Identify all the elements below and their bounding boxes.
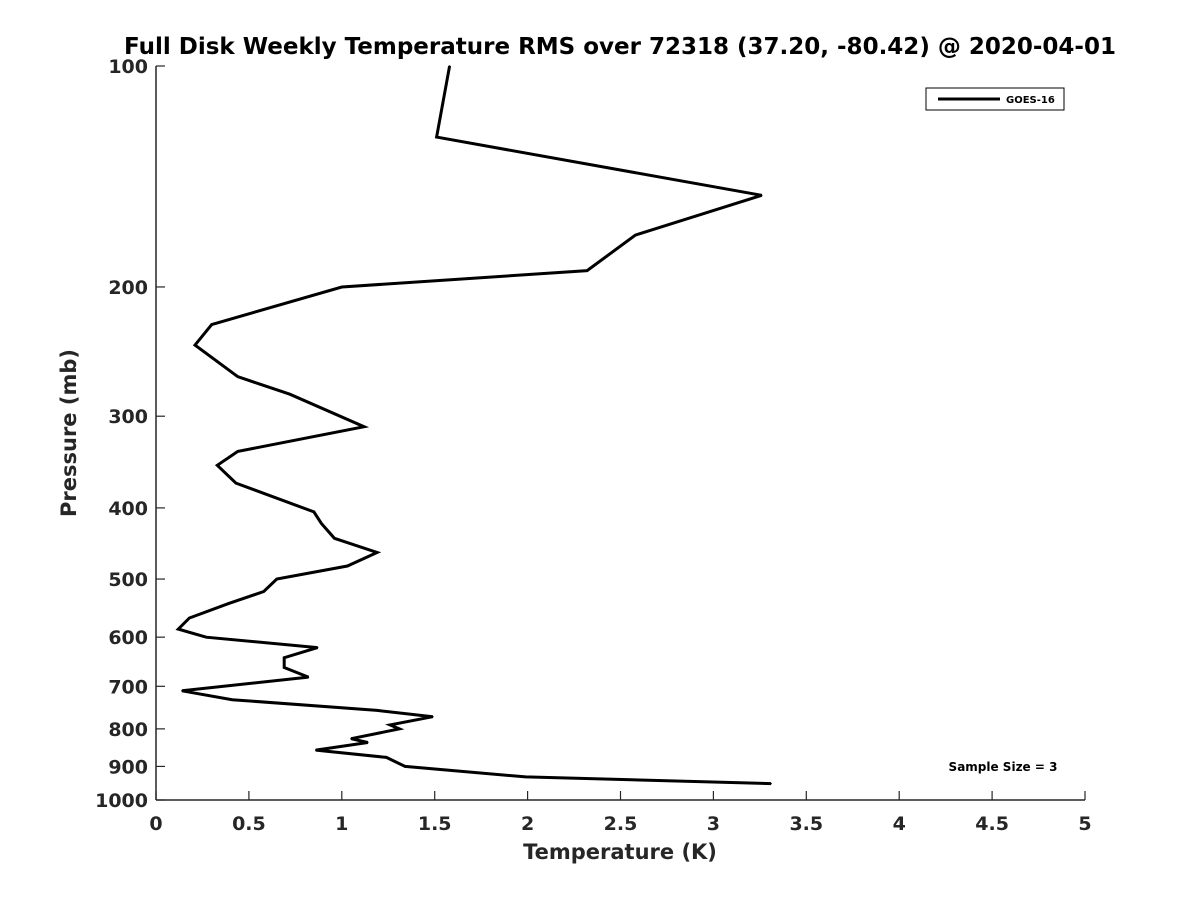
- series-points: [177, 65, 772, 785]
- data-point: [237, 450, 239, 453]
- data-point: [283, 666, 286, 669]
- data-point: [385, 756, 388, 759]
- data-point: [320, 522, 323, 525]
- data-point: [231, 698, 233, 701]
- y-tick-label: 600: [108, 627, 148, 649]
- data-point: [435, 136, 438, 138]
- data-point: [316, 646, 319, 649]
- data-point: [177, 628, 180, 630]
- data-point: [289, 393, 291, 396]
- data-point: [760, 194, 763, 197]
- data-point: [341, 286, 343, 288]
- data-point: [333, 537, 336, 540]
- data-point: [205, 636, 207, 638]
- data-point: [367, 741, 369, 744]
- x-tick-label: 1: [335, 813, 348, 835]
- y-tick-label: 900: [108, 756, 148, 778]
- x-tick-label: 2.5: [604, 813, 638, 835]
- x-tick-label: 0: [149, 813, 162, 835]
- data-point: [398, 728, 401, 730]
- data-point: [448, 65, 451, 67]
- x-tick-label: 4: [893, 813, 906, 835]
- x-tick-label: 5: [1078, 813, 1091, 835]
- y-tick-label: 500: [108, 569, 148, 591]
- y-tick-label: 700: [108, 676, 148, 698]
- y-tick-label: 1000: [95, 790, 148, 812]
- x-tick-label: 3: [707, 813, 720, 835]
- data-point: [586, 269, 588, 272]
- y-tick-labels: 100 200 300 400 500 600 700 800 900 1000: [95, 56, 148, 812]
- series-line-goes-16: [175, 65, 772, 786]
- x-tick-label: 4.5: [975, 813, 1009, 835]
- x-tick-label: 0.5: [232, 813, 266, 835]
- data-point: [227, 602, 230, 605]
- y-tick-label: 200: [108, 277, 148, 299]
- data-point: [181, 690, 183, 692]
- axes: [155, 65, 1086, 801]
- x-tick-labels: 0 0.5 1 1.5 2 2.5 3 3.5 4 4.5 5: [149, 813, 1091, 835]
- data-point: [363, 425, 365, 428]
- y-tick-label: 400: [108, 498, 148, 520]
- sample-size-annotation: Sample Size = 3: [949, 760, 1058, 774]
- data-point: [235, 482, 237, 484]
- data-point: [194, 344, 196, 346]
- data-point: [307, 676, 310, 678]
- y-tick-label: 100: [108, 56, 148, 78]
- data-point: [404, 765, 406, 768]
- data-point: [432, 715, 434, 718]
- x-tick-label: 2: [521, 813, 534, 835]
- data-point: [210, 323, 213, 326]
- legend-label-goes-16: GOES-16: [1006, 95, 1055, 106]
- data-point: [313, 511, 315, 513]
- y-tick-label: 800: [108, 719, 148, 741]
- y-tick-label: 300: [108, 406, 148, 428]
- x-tick-label: 3.5: [789, 813, 823, 835]
- data-point: [524, 776, 527, 778]
- data-point: [315, 749, 317, 751]
- data-point: [283, 656, 286, 659]
- chart-title: Full Disk Weekly Temperature RMS over 72…: [124, 34, 1116, 60]
- data-point: [770, 782, 772, 785]
- x-tick-label: 1.5: [418, 813, 452, 835]
- data-point: [376, 551, 378, 554]
- data-point: [376, 709, 378, 712]
- data-point: [216, 464, 219, 467]
- data-point: [389, 724, 391, 726]
- x-axis-label: Temperature (K): [523, 840, 717, 864]
- y-axis-label: Pressure (mb): [57, 349, 81, 517]
- data-point: [188, 617, 191, 619]
- data-point: [634, 234, 637, 236]
- data-point: [350, 737, 352, 740]
- data-point: [263, 590, 265, 593]
- data-point: [346, 565, 349, 567]
- legend: GOES-16: [925, 87, 1065, 111]
- data-point: [237, 375, 239, 378]
- data-point: [276, 578, 278, 580]
